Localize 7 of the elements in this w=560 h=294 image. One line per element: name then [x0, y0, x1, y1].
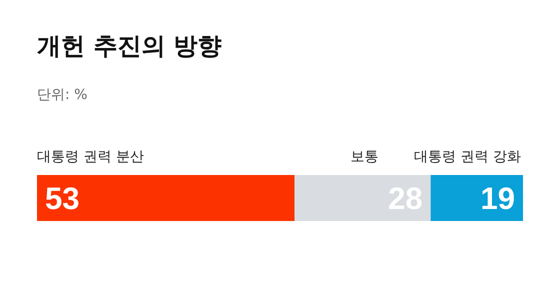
- series-label: 보통: [350, 149, 379, 165]
- data-label: 19: [480, 181, 515, 216]
- series-label: 대통령 권력 분산: [37, 149, 144, 165]
- chart-title: 개헌 추진의 방향: [37, 31, 222, 62]
- data-label: 53: [45, 181, 80, 216]
- series-label: 대통령 권력 강화: [414, 149, 521, 165]
- chart-subtitle: 단위: %: [37, 86, 88, 104]
